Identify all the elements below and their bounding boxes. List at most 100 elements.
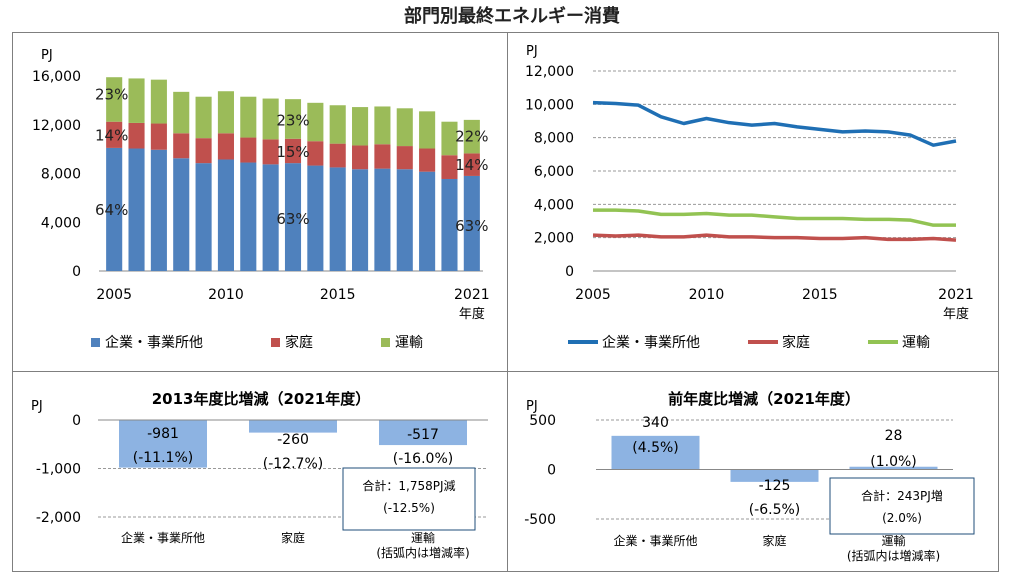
rate-note: (括弧内は増減率): [376, 545, 469, 560]
share-label: 14%: [455, 156, 488, 174]
share-label: 22%: [455, 127, 488, 145]
bar-segment: [419, 171, 436, 271]
bar-segment: [262, 139, 279, 165]
x-tick-label: 2005: [575, 287, 611, 303]
legend-label: 企業・事業所他: [105, 334, 203, 351]
bar-segment: [106, 121, 123, 148]
line-chart: PJ 0 2,000 4,000 6,000 8,000 10,000 12,000 2005 2…: [525, 44, 974, 351]
x-tick-label: 2015: [320, 287, 356, 303]
bar-segment: [240, 96, 257, 138]
bar-segment: [329, 167, 346, 271]
legend-label: 家庭: [782, 334, 810, 351]
bar-segment: [396, 108, 413, 147]
category-label: 運輸: [881, 533, 905, 548]
legend-label: 運輸: [395, 335, 423, 351]
bar-segment: [150, 79, 167, 124]
bar-segment: [463, 153, 480, 176]
legend-label: 企業・事業所他: [602, 334, 700, 351]
y-tick-label: 8,000: [41, 167, 81, 183]
total-rate-label: (2.0%): [882, 511, 922, 525]
y-tick-label: 4,000: [41, 215, 81, 231]
chart-title: 2013年度比増減（2021年度）: [152, 390, 371, 408]
bar-segment: [173, 91, 190, 134]
stacked-bar-chart: PJ 0 4,000 8,000 12,000 16,000 2005 2010 2015 202…: [32, 48, 490, 351]
change-bar: [849, 466, 938, 470]
bar-segment: [150, 149, 167, 271]
bar-segment: [262, 164, 279, 271]
bar-segment: [128, 148, 145, 271]
y-unit-label: PJ: [31, 399, 43, 414]
y-tick-label: 500: [529, 413, 556, 429]
bar-segment: [352, 107, 369, 146]
bar-segment: [374, 144, 391, 169]
bar-segment: [106, 147, 123, 271]
total-box: [342, 467, 476, 531]
bar-segment: [217, 133, 234, 160]
category-label: 家庭: [281, 530, 305, 545]
legend-swatch: [271, 338, 280, 347]
bar-segment: [284, 99, 302, 139]
total-label: 合計：243PJ増: [861, 488, 943, 503]
bar-segment: [329, 105, 346, 144]
y-tick-label: 12,000: [32, 118, 81, 134]
x-tick-label: 2010: [689, 287, 725, 303]
share-label: 15%: [276, 143, 309, 161]
value-label: -981: [147, 426, 179, 442]
total-box: [829, 477, 975, 535]
bar-segment: [463, 175, 480, 271]
percent-label: (-16.0%): [393, 451, 453, 467]
share-label: 14%: [95, 127, 128, 145]
bar-segment: [284, 163, 302, 271]
bar-segment: [374, 168, 391, 271]
legend-label: 運輸: [902, 335, 930, 351]
percent-label: (-6.5%): [749, 502, 801, 518]
y-tick-label: 8,000: [534, 131, 574, 147]
y-tick-label: 10,000: [525, 97, 574, 113]
x-axis-suffix: 年度: [943, 306, 969, 322]
bar-segment: [173, 158, 190, 271]
x-tick-label: 2010: [208, 287, 244, 303]
series-line: [592, 100, 957, 147]
change-2013-panel: 2013年度比増減（2021年度） PJ 0 -1,000 -2,000 -981 (-11…: [12, 371, 508, 572]
bar-segment: [396, 146, 413, 170]
rate-note: (括弧内は増減率): [847, 548, 940, 563]
bar-segment: [307, 165, 324, 271]
percent-label: (-12.7%): [263, 456, 323, 472]
total-label: 合計：1,758PJ減: [362, 478, 455, 493]
category-label: 企業・事業所他: [121, 530, 205, 545]
legend-swatch: [91, 338, 100, 347]
y-tick-label: 0: [547, 463, 556, 479]
bar-segment: [262, 98, 279, 140]
percent-label: (1.0%): [870, 454, 917, 470]
bar-segment: [329, 143, 346, 168]
share-label: 63%: [455, 217, 488, 235]
value-label: -517: [407, 427, 439, 443]
y-tick-label: 16,000: [32, 69, 81, 85]
category-label: 家庭: [762, 533, 786, 548]
bar-segment: [128, 78, 145, 123]
value-label: -125: [759, 478, 791, 494]
x-tick-label: 2005: [96, 287, 132, 303]
bar-segment: [463, 119, 480, 154]
percent-label: (-11.1%): [133, 450, 193, 466]
category-label: 企業・事業所他: [613, 533, 697, 548]
bar-segment: [419, 148, 436, 172]
series-line: [592, 233, 957, 242]
bar-segment: [106, 77, 123, 122]
bar-segment: [441, 121, 458, 156]
change-bar: [249, 420, 337, 433]
x-tick-label: 2021: [938, 287, 974, 303]
series-line: [593, 208, 956, 227]
y-tick-label: 4,000: [534, 197, 574, 213]
bar-segment: [352, 169, 369, 271]
value-label: 340: [642, 415, 669, 431]
bar-segment: [128, 122, 145, 149]
share-label: 64%: [95, 201, 128, 219]
bar-segment: [195, 163, 212, 271]
legend-swatch: [381, 338, 390, 347]
share-label: 23%: [95, 85, 128, 103]
change-vs-2013-chart: 2013年度比増減（2021年度） PJ 0 -1,000 -2,000 -981 (-11…: [31, 390, 488, 560]
bar-segment: [173, 133, 190, 159]
y-unit-label: PJ: [41, 48, 53, 63]
